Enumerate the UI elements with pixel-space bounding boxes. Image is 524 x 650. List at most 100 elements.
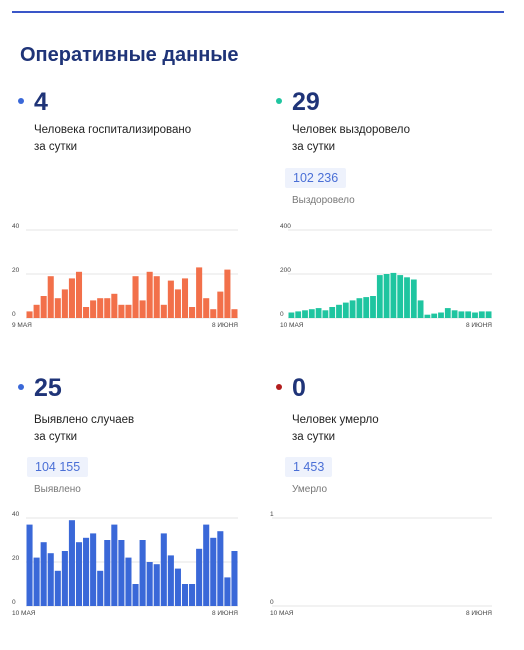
bar bbox=[118, 304, 125, 318]
bar bbox=[125, 557, 132, 606]
bullet-icon bbox=[276, 384, 282, 390]
bar bbox=[224, 577, 231, 606]
bar bbox=[342, 302, 349, 318]
bar bbox=[356, 298, 363, 318]
label-line-2: за сутки bbox=[34, 431, 78, 443]
bar bbox=[132, 276, 139, 318]
bar bbox=[54, 298, 61, 318]
bar bbox=[189, 307, 196, 318]
label-line-1: Человек выздоровело bbox=[292, 124, 411, 136]
x-end-label: 8 ИЮНЯ bbox=[212, 322, 238, 329]
y-tick-label: 0 bbox=[280, 311, 284, 318]
bar bbox=[167, 280, 174, 318]
bar bbox=[47, 553, 54, 606]
y-tick-label: 20 bbox=[12, 267, 20, 274]
bar bbox=[336, 304, 342, 318]
card-hospitalized: 4 Человека госпитализировано за сутки bbox=[18, 88, 258, 348]
y-tick-label: 40 bbox=[12, 223, 20, 230]
bullet-icon bbox=[18, 98, 24, 104]
bar bbox=[217, 291, 224, 318]
bar bbox=[329, 307, 336, 318]
bar bbox=[397, 275, 404, 318]
label-line-1: Человек умерло bbox=[292, 414, 379, 426]
bar bbox=[288, 312, 295, 318]
bar bbox=[125, 304, 132, 318]
card-deaths: 0 Человек умерло за сутки 1 453 Умерло bbox=[276, 374, 516, 634]
bar bbox=[465, 311, 472, 318]
x-end-label: 8 ИЮНЯ bbox=[466, 610, 492, 617]
x-start-label: 10 МАЯ bbox=[270, 610, 294, 617]
bullet-icon bbox=[276, 98, 282, 104]
bar bbox=[139, 540, 146, 606]
bar bbox=[132, 584, 139, 606]
bar bbox=[210, 309, 217, 318]
bar bbox=[370, 296, 376, 318]
bar bbox=[61, 551, 68, 606]
bar bbox=[104, 298, 111, 318]
bar bbox=[40, 542, 47, 606]
bar bbox=[160, 533, 167, 606]
bar bbox=[167, 555, 174, 606]
label-line-2: за сутки bbox=[34, 141, 78, 153]
bar bbox=[68, 520, 75, 606]
bar bbox=[485, 311, 492, 318]
bar bbox=[40, 296, 47, 318]
chart-hospitalized: 0 20 40 9 МАЯ 8 ИЮНЯ bbox=[12, 223, 238, 329]
daily-value: 4 bbox=[34, 88, 48, 116]
bar bbox=[146, 562, 153, 606]
bar bbox=[146, 271, 153, 318]
section-title: Оперативные данные bbox=[20, 44, 239, 66]
bar bbox=[97, 298, 104, 318]
bar bbox=[376, 275, 383, 318]
bar bbox=[75, 542, 83, 606]
bar bbox=[90, 300, 97, 318]
label-line-1: Человека госпитализировано bbox=[34, 124, 192, 136]
bar bbox=[203, 524, 210, 606]
y-tick-label: 400 bbox=[280, 223, 291, 230]
card-detected: 25 Выявлено случаев за сутки 104 155 Выя… bbox=[18, 374, 258, 634]
bar bbox=[97, 570, 104, 606]
y-tick-label: 1 bbox=[270, 511, 274, 518]
bar bbox=[90, 533, 97, 606]
daily-value: 29 bbox=[292, 88, 320, 116]
bar bbox=[431, 313, 438, 318]
bar bbox=[424, 314, 431, 318]
bar bbox=[203, 298, 210, 318]
bar bbox=[104, 540, 111, 606]
bar bbox=[472, 312, 478, 318]
bar bbox=[111, 524, 118, 606]
total-value: 104 155 bbox=[27, 457, 89, 477]
x-start-label: 10 МАЯ bbox=[12, 610, 36, 617]
bar bbox=[444, 308, 451, 318]
bar bbox=[174, 568, 181, 606]
bar bbox=[196, 548, 203, 606]
bar bbox=[83, 537, 90, 606]
total-caption: Умерло bbox=[292, 484, 328, 495]
bar bbox=[118, 540, 125, 606]
bar bbox=[210, 537, 217, 606]
bar bbox=[404, 277, 410, 318]
bar bbox=[363, 297, 370, 318]
bar bbox=[224, 269, 231, 318]
bar bbox=[139, 300, 146, 318]
chart-detected: 0 20 40 10 МАЯ 8 ИЮНЯ bbox=[12, 511, 238, 617]
x-end-label: 8 ИЮНЯ bbox=[466, 322, 492, 329]
y-tick-label: 200 bbox=[280, 267, 291, 274]
bar bbox=[349, 300, 356, 318]
top-divider bbox=[12, 11, 504, 13]
x-start-label: 10 МАЯ bbox=[280, 322, 304, 329]
bar bbox=[33, 304, 40, 318]
bar bbox=[26, 311, 33, 318]
bar bbox=[189, 584, 196, 606]
total-value: 102 236 bbox=[285, 168, 347, 188]
bar bbox=[153, 276, 160, 318]
bar bbox=[75, 271, 83, 318]
y-tick-label: 0 bbox=[12, 599, 16, 606]
x-start-label: 9 МАЯ bbox=[12, 322, 32, 329]
chart-recovered: 0 200 400 10 МАЯ 8 ИЮНЯ bbox=[280, 223, 492, 329]
bar bbox=[383, 274, 390, 318]
daily-value: 0 bbox=[292, 374, 306, 402]
bar bbox=[54, 570, 61, 606]
bar bbox=[196, 267, 203, 318]
bar bbox=[174, 289, 181, 318]
